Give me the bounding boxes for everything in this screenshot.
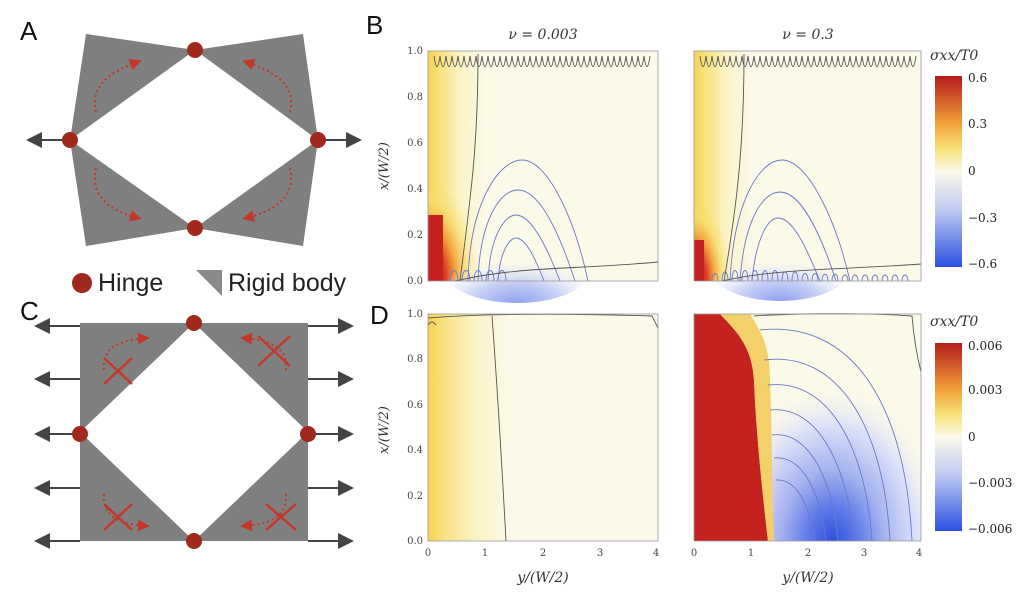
panel-c-mechanism [34, 315, 354, 549]
legend-rigid-body-icon [196, 270, 222, 296]
colorbar-tick: 0.003 [968, 383, 1002, 397]
legend-hinge-icon [72, 273, 92, 293]
x-tick-label: 1 [482, 548, 488, 559]
heatmap-b-right [693, 50, 922, 301]
rigid-body-top-left [70, 34, 195, 140]
y-tick-label: 0.0 [407, 536, 423, 547]
colorbar-top: σxx/T0 0.6 0.3 0 −0.3 −0.6 [930, 48, 997, 271]
panel-label-b: B [366, 10, 384, 40]
colorbar-bottom: σxx/T0 0.006 0.003 0 −0.003 −0.006 [930, 314, 1012, 536]
x-axis-label: y/(W/2) [516, 570, 569, 586]
y-axis-label: x/(W/2) [377, 142, 392, 190]
y-tick-label: 0.6 [407, 138, 423, 149]
colorbar-tick: −0.003 [968, 476, 1012, 490]
x-axis-label: y/(W/2) [781, 570, 834, 586]
y-tick-label: 0.2 [407, 491, 423, 502]
rigid-body-bottom-left [70, 140, 195, 246]
y-axis-label: x/(W/2) [377, 406, 392, 454]
heatmap-d-left [427, 313, 659, 542]
hinge-icon [187, 42, 203, 58]
panel-a-mechanism [26, 34, 362, 246]
x-tick-label: 4 [916, 548, 922, 559]
panel-label-a: A [20, 16, 38, 46]
y-axis-d: 1.0 0.8 0.6 0.4 0.2 0.0 x/(W/2) [377, 309, 423, 547]
panel-label-d: D [370, 300, 389, 330]
y-tick-label: 0.8 [407, 92, 423, 103]
x-tick-label: 2 [805, 548, 811, 559]
y-axis-b: 1.0 0.8 0.6 0.4 0.2 0.0 x/(W/2) [377, 46, 423, 287]
x-tick-label: 3 [861, 548, 867, 559]
hinge-icon [186, 315, 202, 331]
colorbar-tick: −0.6 [968, 257, 997, 271]
y-tick-label: 0.6 [407, 400, 423, 411]
colorbar-tick: 0.3 [968, 117, 987, 131]
heatmap-d-right [693, 313, 922, 542]
x-tick-label: 2 [540, 548, 546, 559]
plot-title-left: ν = 0.003 [508, 27, 577, 43]
rotation-arrow-icon [242, 58, 293, 113]
colorbar-tick: 0.006 [968, 339, 1002, 353]
y-tick-label: 0.2 [407, 230, 423, 241]
rotation-arrow-icon [242, 167, 293, 222]
hinge-icon [300, 426, 316, 442]
y-tick-label: 0.0 [407, 276, 423, 287]
y-tick-label: 1.0 [407, 309, 423, 320]
colorbar-label: σxx/T0 [930, 48, 978, 64]
rigid-body-top-right [195, 34, 318, 140]
x-tick-label: 0 [425, 548, 431, 559]
x-axis-d-left: 0 1 2 3 4 y/(W/2) [425, 548, 659, 586]
legend-rigid-label: Rigid body [228, 269, 347, 297]
hinge-icon [186, 533, 202, 549]
hinge-icon [187, 220, 203, 236]
x-tick-label: 3 [597, 548, 603, 559]
colorbar-tick: −0.3 [968, 211, 997, 225]
x-tick-label: 1 [748, 548, 754, 559]
x-tick-label: 0 [691, 548, 697, 559]
colorbar-tick: −0.006 [968, 522, 1012, 536]
hinge-icon [62, 132, 78, 148]
colorbar-tick: 0 [968, 164, 976, 178]
x-tick-label: 4 [653, 548, 659, 559]
plot-title-right: ν = 0.3 [782, 27, 833, 43]
hinge-icon [72, 426, 88, 442]
y-tick-label: 0.4 [407, 184, 423, 195]
x-axis-d-right: 0 1 2 3 4 y/(W/2) [691, 548, 922, 586]
heatmap-b-left [427, 50, 659, 303]
y-tick-label: 0.8 [407, 354, 423, 365]
colorbar-tick: 0 [968, 430, 976, 444]
y-tick-label: 1.0 [407, 46, 423, 57]
colorbar-tick: 0.6 [968, 71, 987, 85]
hinge-icon [310, 132, 326, 148]
open-rhombus [80, 323, 308, 541]
colorbar-label: σxx/T0 [930, 314, 978, 330]
rigid-body-bottom-right [195, 140, 318, 246]
legend-hinge-label: Hinge [98, 269, 164, 297]
y-tick-label: 0.4 [407, 445, 423, 456]
